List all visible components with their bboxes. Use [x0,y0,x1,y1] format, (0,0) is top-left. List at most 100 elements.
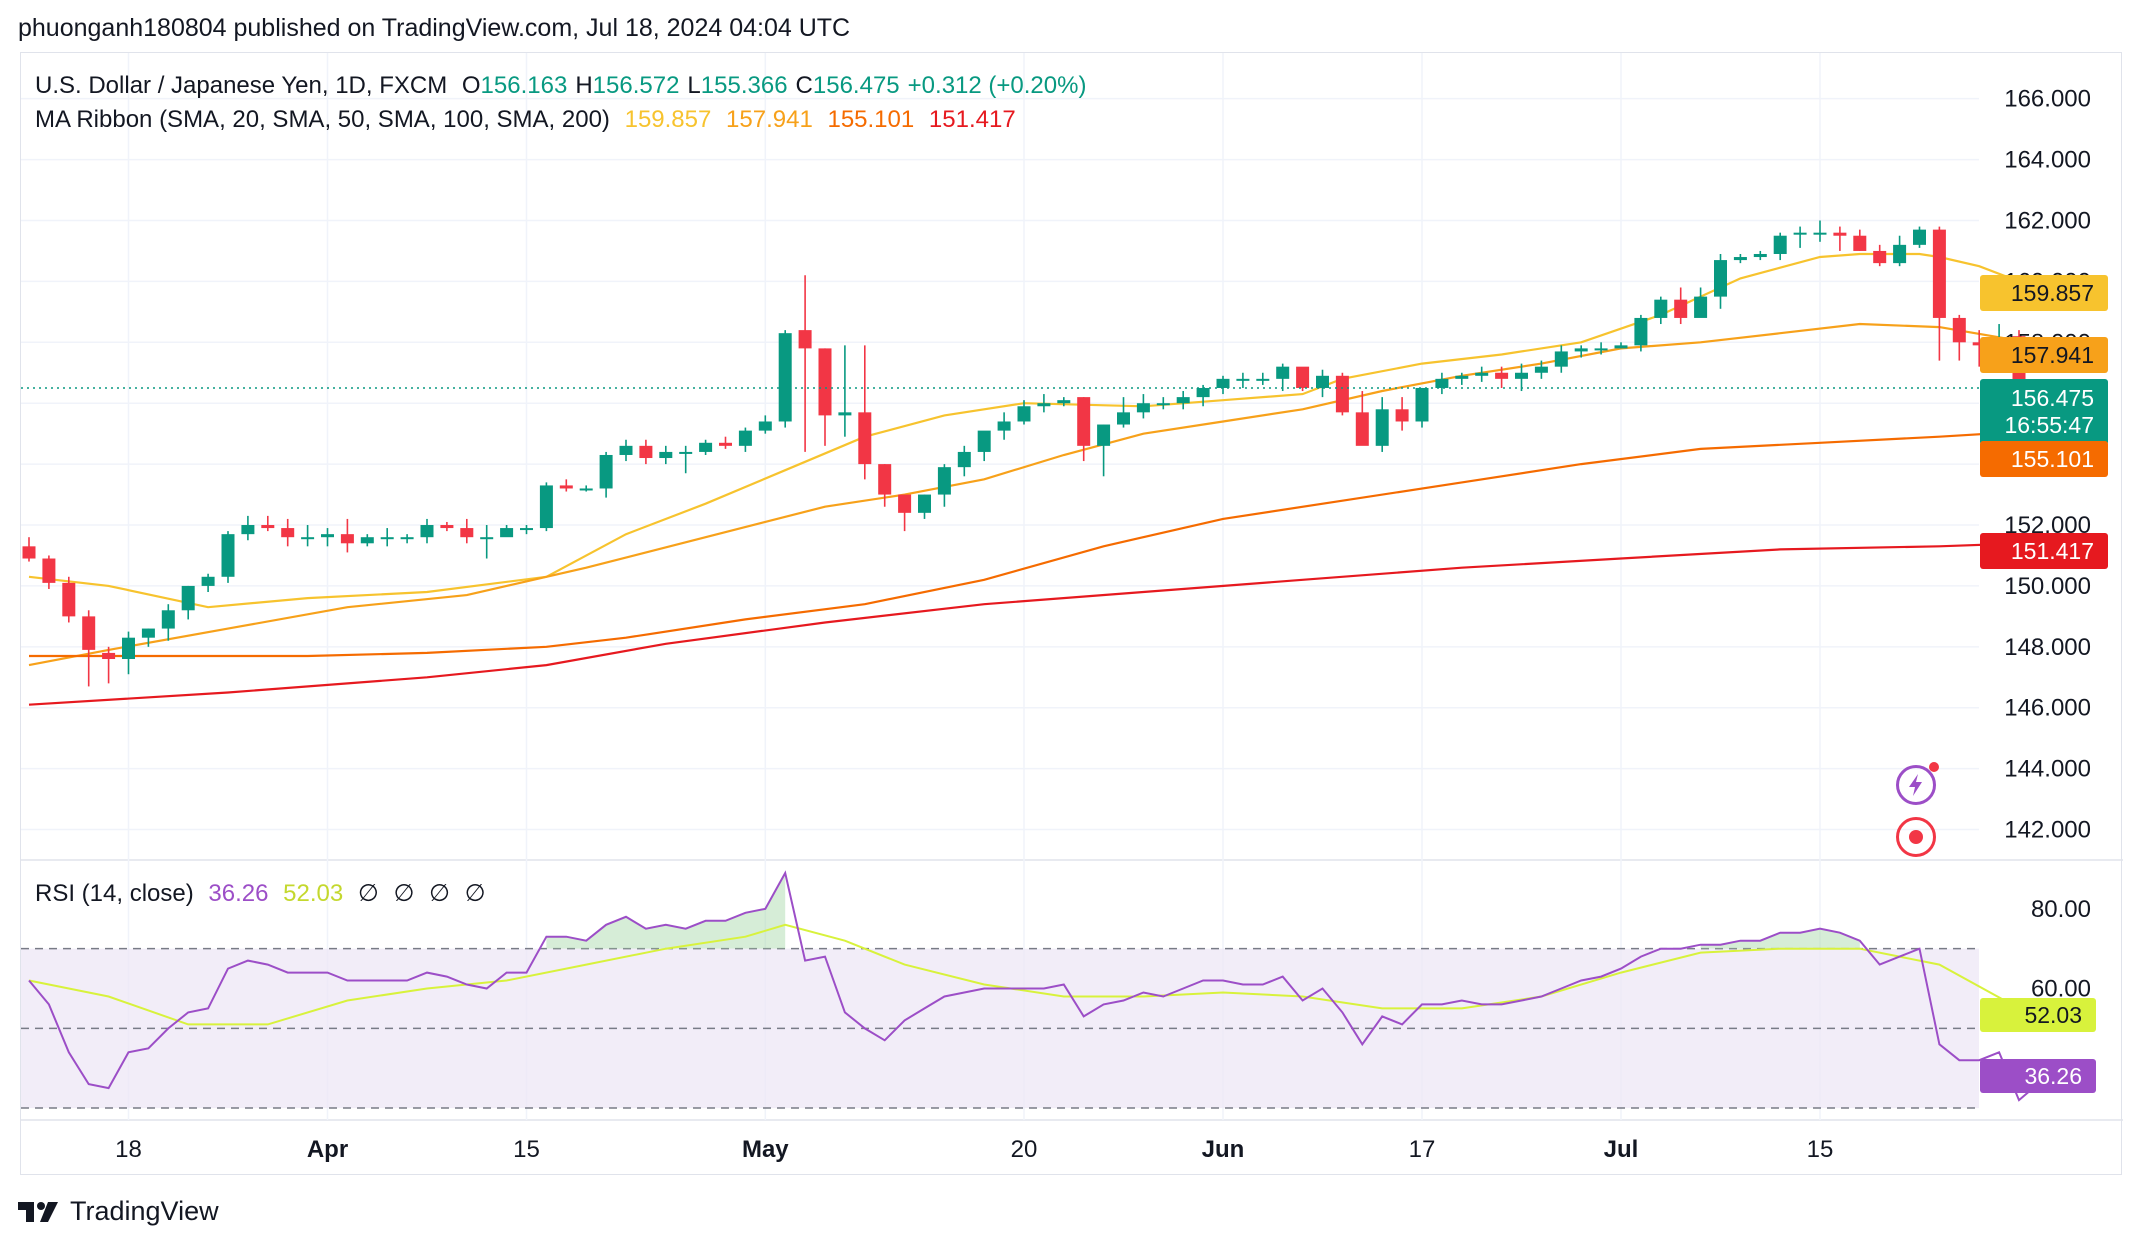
bar-countdown-text: 16:55:47 [2004,412,2094,438]
price-tick-label: 166.000 [2004,86,2091,113]
ma100-price-tag: 155.101 [1980,441,2108,477]
candle-body [937,467,951,495]
candle-body [1455,375,1469,379]
candle-body [1813,232,1827,235]
candle-body [898,494,912,513]
candle-body [122,637,135,660]
tradingview-logo[interactable]: TradingView [18,1196,219,1227]
candle-body [1634,317,1648,346]
candle-body [918,494,931,513]
candle-body [1156,403,1170,406]
ma-line-sma200 [28,541,2039,706]
time-tick-label: Jun [1202,1136,1245,1163]
candle-body [738,430,752,446]
candle-body [699,442,713,452]
symbol-title[interactable]: U.S. Dollar / Japanese Yen, 1D, FXCM [35,72,448,99]
candle-body [1355,412,1369,446]
candle-body [22,546,36,559]
candle-body [977,430,991,452]
candle-body [221,534,235,577]
ma-legend: MA Ribbon (SMA, 20, SMA, 50, SMA, 100, S… [35,106,1024,134]
candle-body [1136,403,1150,413]
rsi-legend: RSI (14, close) 36.26 52.03 ∅ ∅ ∅ ∅ [35,879,494,908]
time-tick-label: Jul [1604,1136,1639,1163]
candle-body [1296,366,1310,388]
rsi-title[interactable]: RSI (14, close) [35,880,194,907]
candle-body [1733,257,1747,261]
candle-body [599,454,613,489]
last-price-tag: 156.475 16:55:47 [1980,379,2108,445]
tradingview-brand: TradingView [70,1196,219,1226]
time-tick-label: May [742,1136,789,1163]
candle-body [42,558,56,583]
time-tick-label: Apr [307,1136,348,1163]
high-label: H [575,72,593,99]
time-tick-label: 17 [1409,1136,1436,1163]
high-value: 156.572 [592,72,680,99]
candle-body [102,652,116,660]
candle-body [1893,244,1907,264]
ma-line-sma100 [29,429,2039,658]
candle-body [420,525,434,538]
rsi-extra-3: ∅ [429,880,450,907]
candle-body [778,333,792,422]
candle-body [520,528,533,531]
candle-body [1833,232,1847,236]
candle-body [818,348,832,416]
candle-body [1495,372,1509,379]
candle-body [181,585,195,611]
ma100-tag-text: 155.101 [2010,445,2094,472]
ma50-value: 157.941 [726,106,813,133]
candle-body [1256,378,1270,381]
candle-body [838,412,852,416]
candle-body [1952,317,1966,343]
ma50-price-tag: 157.941 [1980,337,2108,373]
candle-body [1176,397,1190,404]
candle-body [679,451,693,454]
candle-body [579,488,593,491]
candle-body [261,525,275,529]
open-label: O [461,72,481,99]
rsi-ma-value: 52.03 [283,880,344,907]
candle-body [539,485,553,529]
price-tick-label: 146.000 [2004,695,2091,722]
candle-body [1873,250,1887,264]
ma-line-sma20 [28,252,2040,609]
candle-body [1972,342,1986,346]
candle-body [1694,296,1708,318]
ma50-tag-text: 157.941 [2010,341,2094,368]
candle-body [1196,387,1210,398]
candle-body [1276,366,1290,379]
candle-body [1515,372,1528,379]
chart-svg[interactable]: 166.000164.000162.000160.000158.000156.0… [21,53,2123,1176]
candle-body [360,537,374,544]
candle-body [957,451,971,468]
candle-body [1316,375,1329,388]
candle-body [400,537,414,540]
candle-body [440,525,454,529]
low-label: L [687,72,701,99]
candle-body [858,412,872,465]
candle-body [1236,378,1250,381]
ma100-value: 155.101 [827,106,915,133]
time-tick-label: 18 [115,1136,142,1163]
candle-body [1913,229,1926,245]
notification-dot-icon [1929,762,1939,772]
candle-body [380,537,394,540]
candle-body [1097,424,1111,446]
candle-body [141,628,155,638]
candle-body [1395,409,1409,422]
close-value: 156.475 [812,72,900,99]
time-tick-label: 15 [513,1136,540,1163]
ma200-tag-text: 151.417 [2010,537,2094,564]
candle-body [321,534,334,538]
alert-lightning-icon[interactable] [1896,762,1939,805]
candle-body [281,528,295,538]
ma-title[interactable]: MA Ribbon (SMA, 20, SMA, 50, SMA, 100, S… [35,106,610,133]
candle-body [878,464,892,495]
candle-body [1714,260,1727,297]
rsi-ma-line [28,923,2040,1026]
change-value: +0.312 (+0.20%) [907,72,1087,99]
ohlc-values: O156.163 H156.572 L155.366 C156.475 +0.312 (… [462,72,1095,99]
record-icon[interactable] [1896,817,1936,857]
